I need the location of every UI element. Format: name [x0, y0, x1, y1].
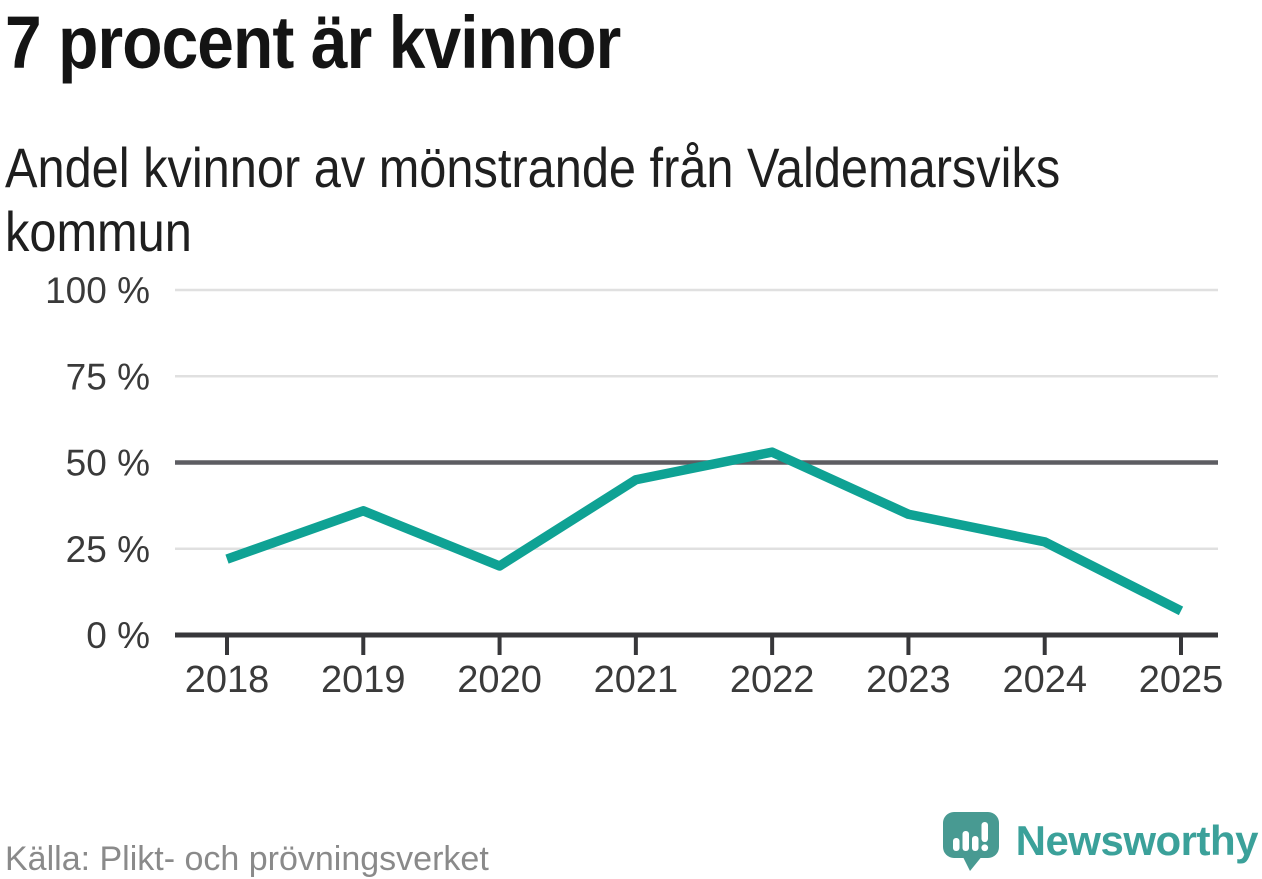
page-subtitle: Andel kvinnor av mönstrande från Valdema… — [5, 136, 1061, 263]
line-chart: 0 % 25 % 50 % 75 % 100 % 2018 2019 2020 2021 2022… — [45, 270, 1224, 701]
data-line-series — [225, 447, 1184, 616]
x-tick-label-2020: 2020 — [457, 659, 542, 701]
logo-bar-2 — [962, 831, 969, 851]
x-tick-label-2019: 2019 — [321, 659, 406, 701]
y-tick-label-25: 25 % — [66, 529, 150, 570]
logo-bubble — [942, 812, 999, 858]
newsworthy-logo-icon — [942, 812, 999, 871]
logo-bar-3 — [971, 836, 979, 851]
page-title: 7 procent är kvinnor — [5, 1, 621, 84]
x-tick-label-2024: 2024 — [1002, 659, 1087, 701]
logo-exclamation-bar — [981, 822, 988, 842]
logo-bubble-tail — [961, 855, 983, 871]
logo-exclamation-dot — [980, 844, 988, 852]
x-tick-label-2018: 2018 — [185, 659, 270, 701]
source-note: Källa: Plikt- och prövningsverket — [5, 840, 489, 878]
x-tick-label-2021: 2021 — [594, 659, 679, 701]
y-tick-label-50: 50 % — [66, 443, 150, 484]
x-tick-label-2025: 2025 — [1139, 659, 1224, 701]
x-tick-label-2023: 2023 — [866, 659, 951, 701]
brand-wordmark: Newsworthy — [1015, 817, 1259, 864]
logo-bar-1 — [952, 838, 960, 851]
brand-lockup: Newsworthy — [940, 810, 1259, 872]
y-tick-label-75: 75 % — [66, 356, 150, 397]
y-tick-label-100: 100 % — [45, 270, 150, 311]
x-tick-label-2022: 2022 — [730, 659, 815, 701]
y-tick-label-0: 0 % — [86, 615, 150, 656]
